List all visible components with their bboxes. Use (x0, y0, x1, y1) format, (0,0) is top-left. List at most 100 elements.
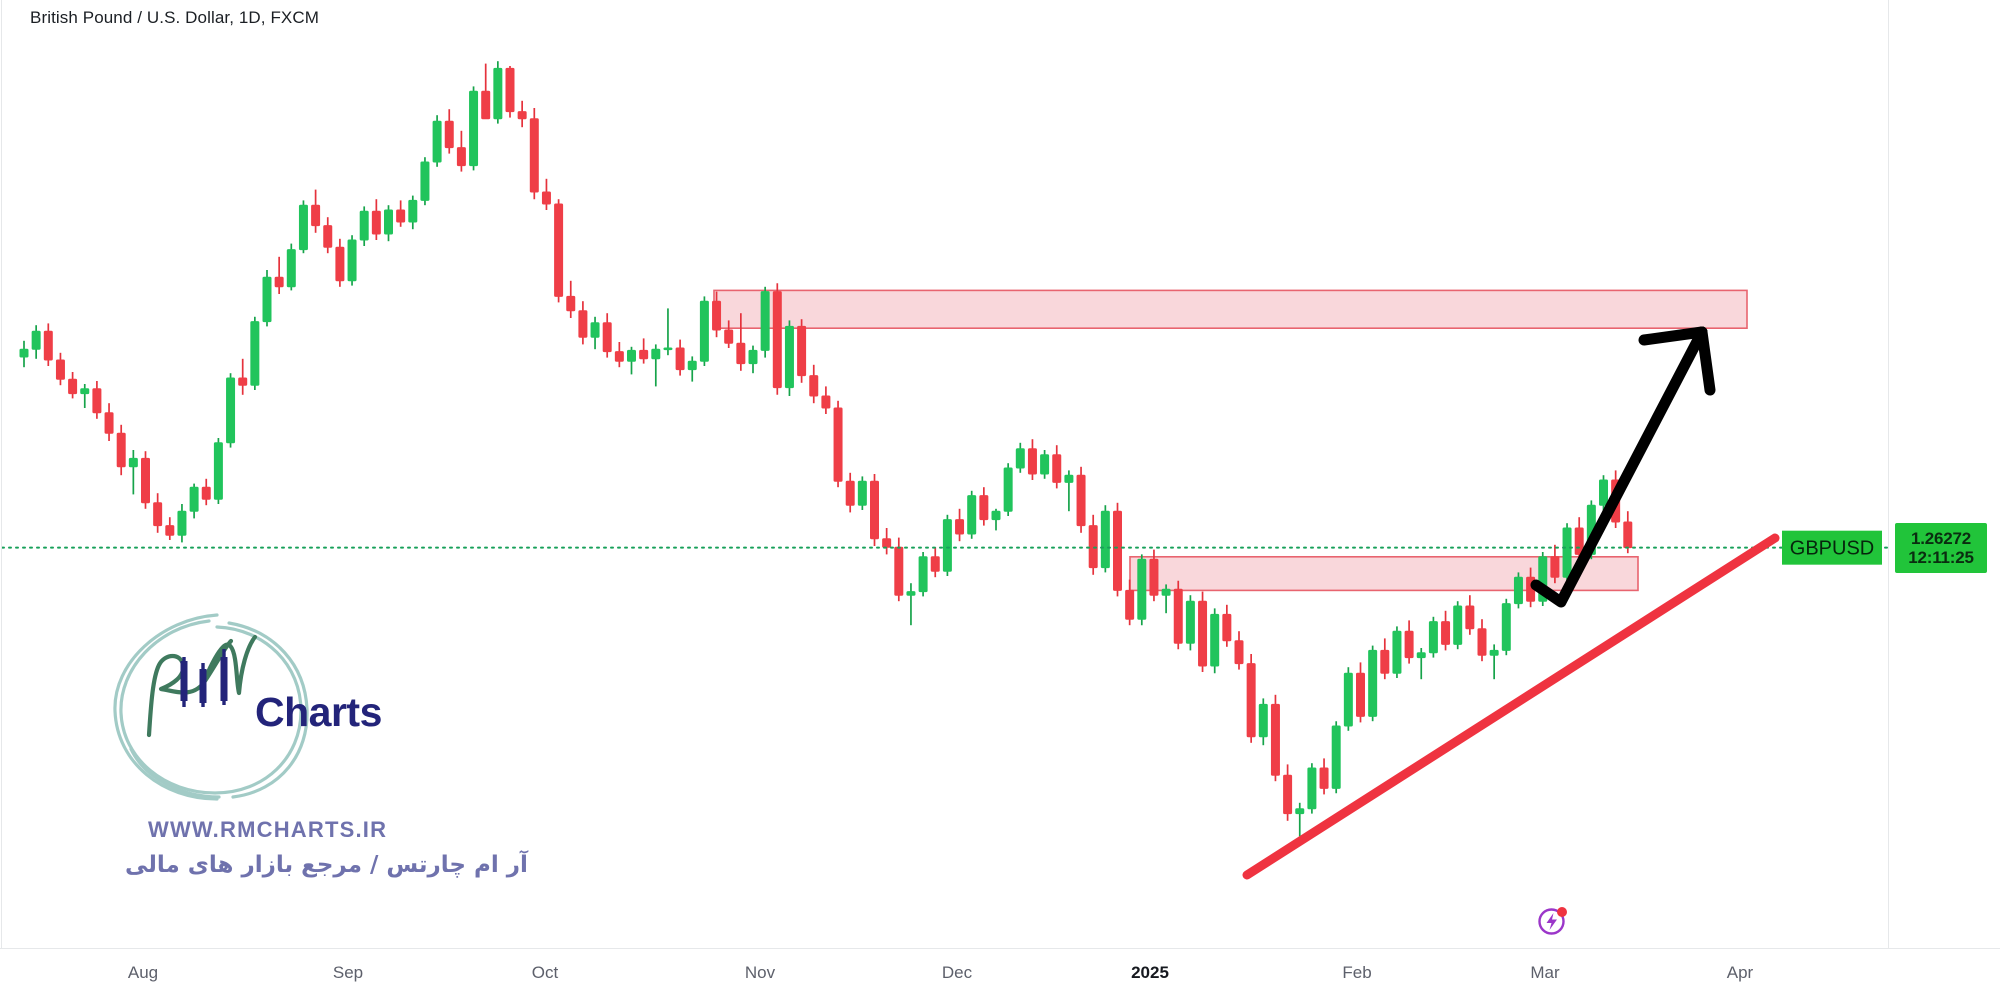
arrow-head-left (1638, 326, 1708, 346)
chart-legend[interactable]: British Pound / U.S. Dollar, 1D, FXCM (30, 8, 320, 27)
candle (396, 209, 406, 223)
candle (578, 310, 588, 338)
candle (80, 388, 90, 395)
candle (602, 322, 612, 353)
candle (906, 591, 916, 596)
last-price-badge[interactable]: 1.26272 12:11:25 (1895, 522, 1987, 573)
candle (882, 538, 892, 548)
candle (1428, 621, 1438, 654)
time-tick: Nov (744, 963, 776, 982)
candle (359, 210, 369, 241)
candle (1343, 672, 1353, 727)
candle (724, 329, 734, 344)
candle (104, 412, 114, 434)
candle (1040, 454, 1050, 475)
candle (894, 546, 904, 596)
candle (1331, 725, 1341, 789)
candle (1015, 448, 1025, 469)
candle (1149, 558, 1159, 596)
price-scale-border (1888, 0, 1889, 948)
candle (736, 342, 746, 365)
candle (1319, 767, 1329, 789)
time-tick: 2025 (1131, 963, 1169, 982)
candle (92, 388, 102, 414)
candle (833, 407, 843, 482)
candle (1076, 474, 1086, 527)
candle (444, 120, 454, 149)
candle (639, 349, 649, 360)
candle (1307, 767, 1317, 810)
candle (286, 249, 296, 288)
candle (821, 395, 831, 409)
candle (420, 161, 430, 201)
support-zone[interactable] (1129, 555, 1639, 592)
candle (1441, 621, 1451, 645)
candle (1198, 600, 1208, 667)
symbol-tag-bg[interactable] (1782, 530, 1882, 565)
time-tick: Dec (941, 963, 973, 982)
candle (116, 432, 126, 468)
candle (1100, 510, 1110, 569)
last-price-value: 1.26272 (1910, 528, 1972, 548)
candle (1064, 474, 1074, 483)
candle (238, 377, 248, 386)
candle (456, 147, 466, 167)
candle (1173, 588, 1183, 644)
candle (870, 480, 879, 540)
candle (566, 295, 576, 312)
candle (493, 67, 503, 120)
time-tick: Feb (1342, 963, 1372, 982)
candles (19, 61, 1633, 837)
candle (651, 348, 661, 360)
candle (857, 480, 867, 506)
candle (967, 495, 977, 535)
time-tick: Aug (127, 963, 159, 982)
uptrend-line[interactable] (1242, 533, 1780, 880)
candle (554, 203, 564, 297)
candle (845, 480, 855, 506)
time-tick: Apr (1726, 963, 1754, 982)
price-scale[interactable]: USD 1.350001.340001.330001.320001.310001… (1889, 0, 2000, 948)
plot-area[interactable]: GBPUSD (2, 0, 1888, 948)
symbol-tag-label: GBPUSD (1790, 538, 1874, 560)
candle (712, 300, 722, 331)
candle (262, 276, 272, 323)
arrow-head-right (1696, 326, 1716, 396)
candle (55, 359, 65, 380)
candle (1368, 649, 1378, 717)
candle (590, 322, 600, 338)
candle (1392, 630, 1402, 674)
candle (1465, 605, 1475, 630)
resistance-zone[interactable] (713, 289, 1748, 329)
candle (1513, 576, 1523, 605)
candle (1416, 652, 1426, 659)
candle (469, 90, 479, 167)
candle (1404, 630, 1414, 659)
candle (1088, 525, 1098, 569)
candle (128, 457, 138, 468)
time-scale[interactable]: Aug Sep Oct Nov Dec 2025 Feb Mar Apr (0, 949, 1889, 1000)
candle (505, 67, 515, 113)
projection-arrow[interactable] (1530, 326, 1708, 608)
candle (226, 377, 236, 444)
candle (432, 120, 442, 163)
candle (1258, 703, 1268, 738)
candle (627, 349, 636, 362)
candle (1489, 649, 1499, 656)
candle (1210, 613, 1220, 667)
candle (1161, 588, 1171, 596)
candle (614, 351, 624, 362)
candle (699, 300, 709, 362)
candle (201, 486, 211, 500)
candle (43, 330, 53, 361)
candle (663, 347, 673, 351)
candle (675, 347, 685, 371)
candle (347, 239, 357, 282)
candle (384, 209, 393, 235)
candle (1270, 703, 1280, 776)
economic-event-icon[interactable] (1536, 903, 1570, 937)
candle (1137, 558, 1147, 620)
left-border (1, 0, 2, 948)
candle (1550, 556, 1560, 578)
candle (1113, 510, 1122, 591)
